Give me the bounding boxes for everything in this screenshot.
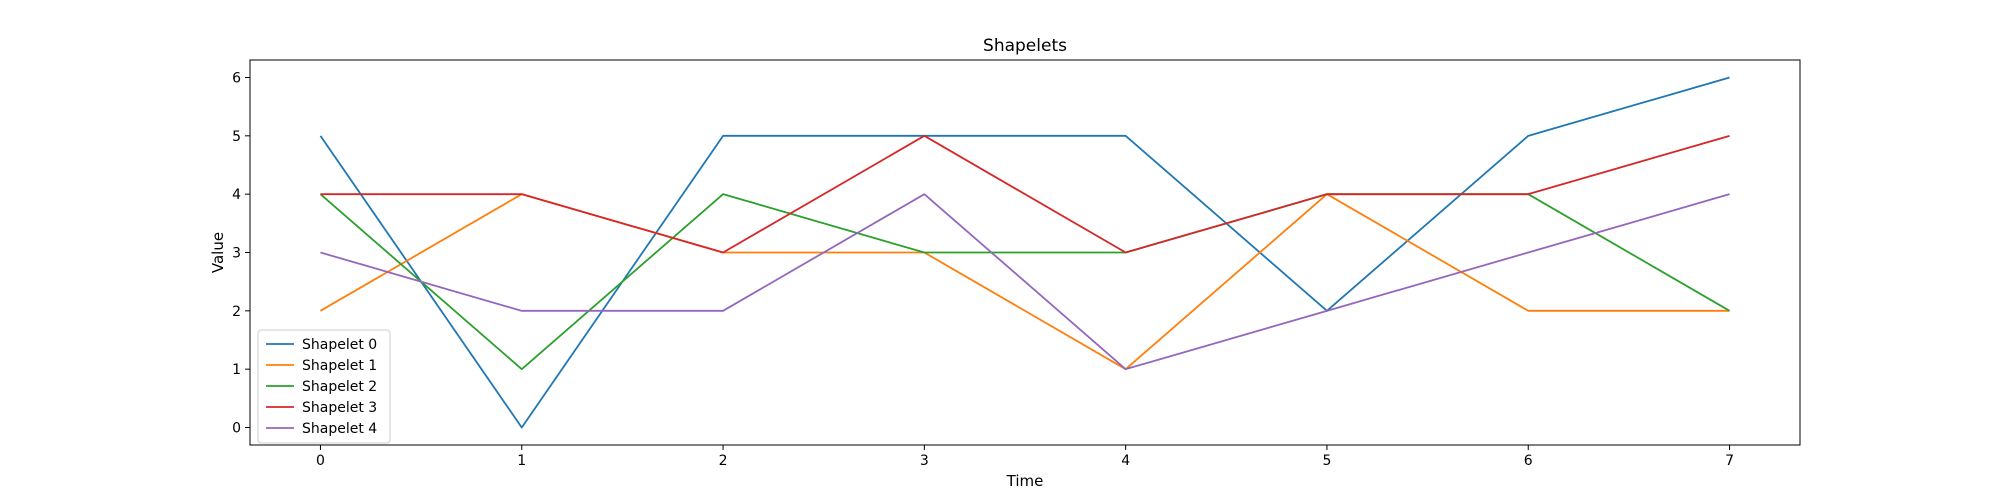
plot-frame — [249, 59, 1801, 446]
x-tick-label: 0 — [316, 453, 325, 469]
legend-label-shapelet-2: Shapelet 2 — [302, 379, 377, 395]
series-line-shapelet-0 — [319, 76, 1730, 429]
series-line-shapelet-3 — [320, 134, 1730, 254]
x-tick-label: 1 — [517, 453, 526, 469]
x-tick-label: 4 — [1121, 453, 1130, 469]
y-tick-label: 1 — [232, 362, 241, 378]
series-line-shapelet-4 — [320, 193, 1730, 371]
x-tick-label: 2 — [719, 453, 728, 469]
x-axis-label: Time — [1006, 472, 1044, 490]
y-tick-label: 0 — [232, 421, 241, 437]
ticks-layer: 0 1 2 3 4 5 6 7 0 1 2 3 4 5 6 — [232, 71, 1734, 470]
x-tick-label: 5 — [1322, 453, 1331, 469]
y-tick-label: 3 — [232, 246, 241, 262]
y-tick-label: 4 — [232, 187, 241, 203]
y-tick-label: 6 — [232, 71, 241, 87]
legend-label-shapelet-3: Shapelet 3 — [302, 400, 377, 416]
chart-title: Shapelets — [983, 36, 1067, 56]
series-layer — [319, 76, 1731, 429]
legend: Shapelet 0 Shapelet 1 Shapelet 2 Shapelet 3… — [257, 329, 391, 444]
y-tick-label: 2 — [232, 304, 241, 320]
legend-box — [257, 329, 391, 444]
y-tick-label: 5 — [232, 129, 241, 145]
legend-label-shapelet-4: Shapelet 4 — [302, 421, 377, 437]
y-axis-label: Value — [209, 232, 227, 273]
legend-label-shapelet-1: Shapelet 1 — [302, 358, 377, 374]
legend-label-shapelet-0: Shapelet 0 — [302, 337, 377, 353]
x-tick-label: 7 — [1725, 453, 1734, 469]
x-tick-label: 3 — [920, 453, 929, 469]
x-tick-label: 6 — [1524, 453, 1533, 469]
